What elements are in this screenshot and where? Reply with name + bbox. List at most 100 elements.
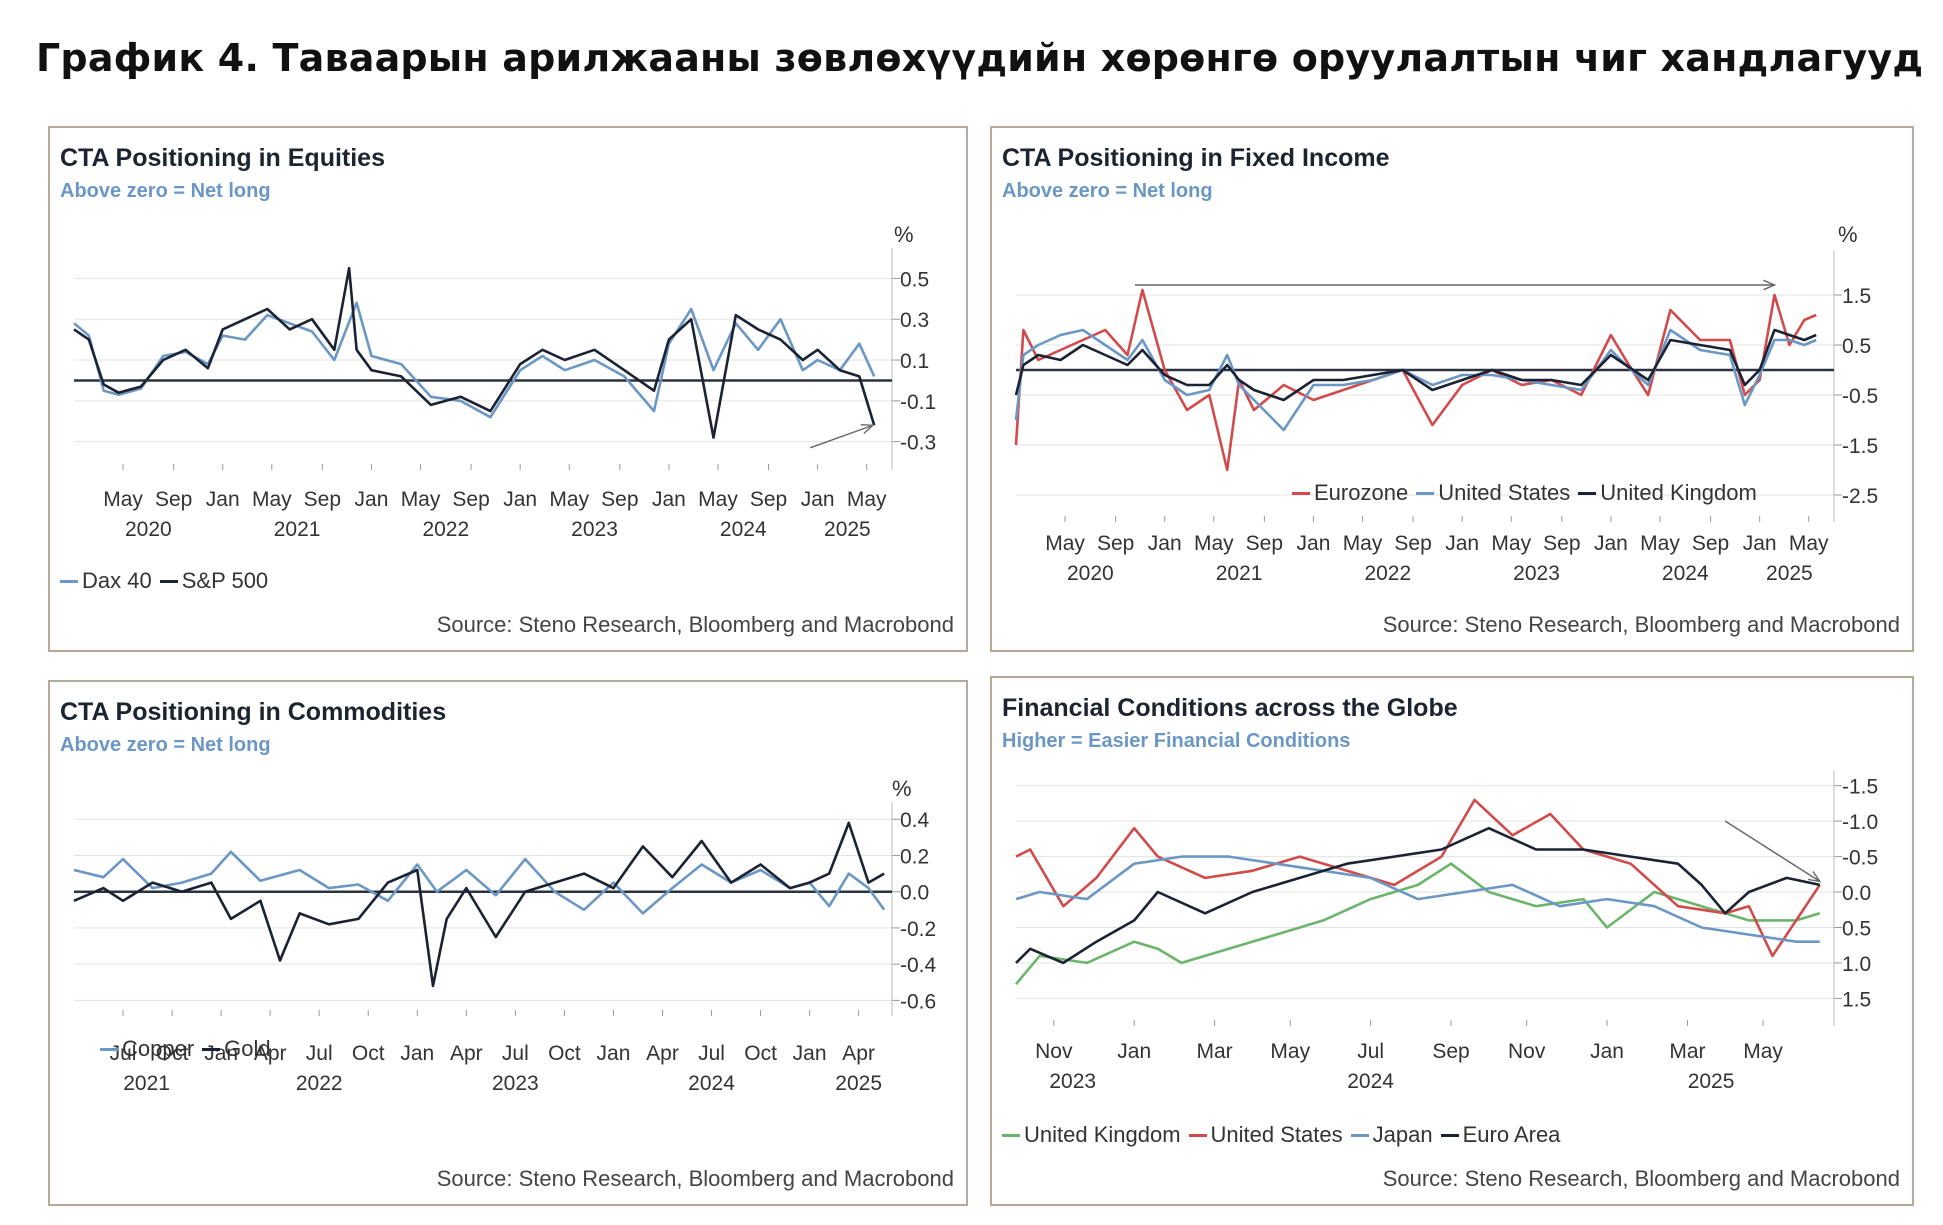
y-tick-label: 1.5 <box>1842 285 1871 308</box>
legend-item-united-kingdom: United Kingdom <box>1002 1122 1181 1148</box>
chart-subtitle: Above zero = Net long <box>60 734 271 756</box>
x-tick-label: Jan <box>1594 532 1628 555</box>
x-tick-label: Sep <box>1543 532 1580 555</box>
x-year-label: 2025 <box>824 518 871 541</box>
x-tick-label: Nov <box>1508 1040 1546 1063</box>
legend-item-sp500: S&P 500 <box>159 568 268 594</box>
x-year-label: 2022 <box>1364 562 1411 585</box>
annotation-arrow <box>1724 820 1822 883</box>
legend-item-gold: Gold <box>202 1036 271 1062</box>
x-year-label: 2025 <box>1688 1070 1735 1093</box>
legend-label: Euro Area <box>1462 1122 1561 1147</box>
series-line-copper <box>73 850 886 915</box>
y-tick-label: -0.5 <box>1842 385 1878 408</box>
x-year-label: 2025 <box>835 1072 882 1095</box>
y-tick-label: 0.5 <box>900 268 929 291</box>
y-tick-label: -0.4 <box>900 954 937 977</box>
x-year-label: 2022 <box>422 518 469 541</box>
x-tick-label: Sep <box>1394 532 1431 555</box>
x-tick-label: Jul <box>306 1042 333 1065</box>
legend: Copper Gold <box>100 1036 271 1062</box>
legend-label: United Kingdom <box>1600 480 1757 505</box>
x-tick-label: Sep <box>452 488 489 511</box>
x-year-label: 2023 <box>492 1072 539 1095</box>
x-tick-label: Jan <box>652 488 686 511</box>
x-tick-label: Apr <box>450 1042 483 1065</box>
x-tick-label: Jul <box>1357 1040 1384 1063</box>
y-tick-label: 1.5 <box>1842 988 1871 1011</box>
x-tick-label: May <box>1194 532 1234 555</box>
source-note: Source: Steno Research, Bloomberg and Ma… <box>436 612 954 637</box>
x-tick-label: Jan <box>801 488 835 511</box>
chart-title: CTA Positioning in Commodities <box>60 698 447 726</box>
legend: United Kingdom United States Japan Euro … <box>1002 1122 1560 1148</box>
y-tick-label: 0.4 <box>900 809 930 832</box>
x-year-label: 2024 <box>1662 562 1709 585</box>
chart-panel-equities: 0.5 0.3 0.1 -0.1 -0.3 May Sep Jan May Sep Jan May Se… <box>48 126 968 652</box>
unit-label: % <box>894 222 914 247</box>
x-tick-label: Apr <box>842 1042 875 1065</box>
legend-label: United Kingdom <box>1024 1122 1181 1147</box>
x-year-label: 2024 <box>688 1072 735 1095</box>
x-tick-label: Jan <box>400 1042 434 1065</box>
x-year-label: 2023 <box>571 518 618 541</box>
unit-label: % <box>892 776 912 801</box>
x-tick-label: Jul <box>698 1042 725 1065</box>
legend-item-eurozone: Eurozone <box>1292 480 1408 506</box>
series-line-euro-area <box>1015 826 1821 965</box>
x-tick-label: Sep <box>155 488 192 511</box>
x-year-label: 2021 <box>274 518 321 541</box>
series-line-dax-40 <box>73 301 876 419</box>
series-line-united-states <box>1015 798 1821 958</box>
source-note: Source: Steno Research, Bloomberg and Ma… <box>436 1166 954 1191</box>
x-tick-label: Sep <box>1692 532 1729 555</box>
chart-panel-commodities: 0.4 0.2 0.0 -0.2 -0.4 -0.6 Jul Oct Jan Apr Jul Oct J… <box>48 680 968 1206</box>
y-tick-label: 1.0 <box>1842 953 1871 976</box>
source-note: Source: Steno Research, Bloomberg and Ma… <box>1382 1166 1900 1191</box>
chart-title: CTA Positioning in Equities <box>60 144 385 172</box>
x-year-label: 2023 <box>1513 562 1560 585</box>
x-tick-label: May <box>1270 1040 1310 1063</box>
legend-item-united-states: United States <box>1416 480 1570 506</box>
arrow-head <box>860 423 875 434</box>
chart-subtitle: Above zero = Net long <box>1002 180 1213 202</box>
x-year-label: 2020 <box>1067 562 1114 585</box>
arrow-head <box>1807 871 1822 883</box>
x-year-label: 2021 <box>123 1072 170 1095</box>
series-line-united-kingdom <box>1015 862 1821 986</box>
x-tick-label: May <box>1743 1040 1783 1063</box>
x-tick-label: Sep <box>1097 532 1134 555</box>
x-year-label: 2023 <box>1049 1070 1096 1093</box>
series-line-s-p-500 <box>73 266 876 439</box>
x-tick-label: Jan <box>355 488 389 511</box>
x-tick-label: May <box>847 488 887 511</box>
x-tick-label: Jan <box>1297 532 1331 555</box>
chart-financial-conditions-svg: -1.5 -1.0 -0.5 0.0 0.5 1.0 1.5 Nov Jan Mar May Jul S… <box>1015 770 1878 1093</box>
x-tick-label: Sep <box>304 488 341 511</box>
x-tick-label: May <box>103 488 143 511</box>
x-tick-label: May <box>1491 532 1531 555</box>
chart-fixed-income-svg: 1.5 0.5 -0.5 -1.5 -2.5 May Sep Jan May Sep Jan May S… <box>1014 250 1878 585</box>
y-tick-label: -0.2 <box>900 918 936 941</box>
x-year-label: 2020 <box>125 518 172 541</box>
x-tick-label: May <box>252 488 292 511</box>
annotation-arrow <box>1134 279 1777 291</box>
x-tick-label: Jan <box>1743 532 1777 555</box>
x-tick-label: Jan <box>1445 532 1479 555</box>
legend-item-japan: Japan <box>1350 1122 1433 1148</box>
x-tick-label: Sep <box>750 488 787 511</box>
x-tick-label: Sep <box>1246 532 1283 555</box>
x-tick-label: Apr <box>646 1042 679 1065</box>
source-note: Source: Steno Research, Bloomberg and Ma… <box>1382 612 1900 637</box>
y-tick-label: 0.0 <box>900 882 929 905</box>
y-tick-label: 0.0 <box>1842 882 1871 905</box>
chart-panel-financial-conditions: -1.5 -1.0 -0.5 0.0 0.5 1.0 1.5 Nov Jan Mar May Jul S… <box>990 676 1914 1206</box>
annotation-arrow <box>809 423 875 449</box>
x-tick-label: Sep <box>601 488 638 511</box>
x-year-label: 2021 <box>1216 562 1263 585</box>
x-tick-label: Jan <box>793 1042 827 1065</box>
y-tick-label: -0.5 <box>1842 847 1878 870</box>
y-tick-label: 0.5 <box>1842 335 1871 358</box>
x-year-label: 2025 <box>1766 562 1813 585</box>
x-tick-label: May <box>549 488 589 511</box>
